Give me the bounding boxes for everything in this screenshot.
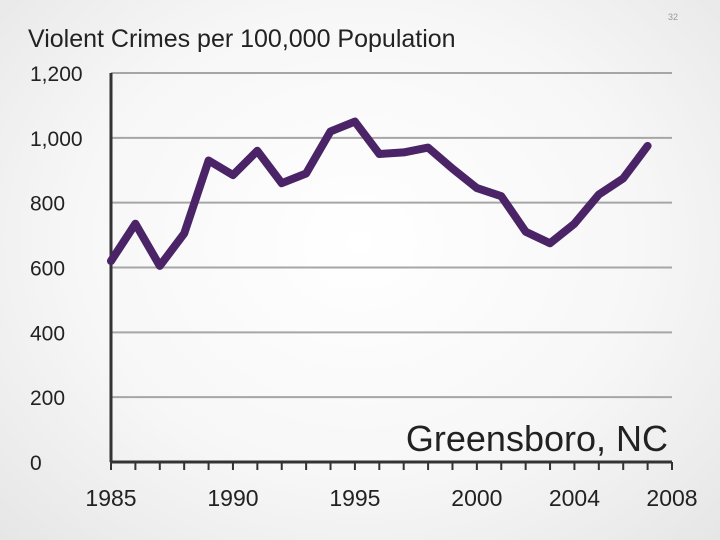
gridlines [111, 72, 672, 399]
x-tick-label: 2008 [646, 485, 697, 511]
x-tick-label: 2004 [549, 485, 600, 511]
series-line [107, 117, 652, 270]
x-tick-label: 1990 [207, 485, 258, 511]
y-tick-label: 200 [30, 387, 65, 410]
y-tick-label: 1,000 [30, 128, 83, 151]
series-layer [107, 117, 652, 270]
slide-number: 32 [668, 12, 679, 22]
y-tick-label: 0 [30, 452, 42, 475]
chart-title: Violent Crimes per 100,000 Population [28, 25, 456, 53]
chart-annotation: Greensboro, NC [406, 418, 668, 459]
x-axis-tick-labels: 1985 1990 1995 2000 2004 2008 [85, 485, 697, 511]
x-tick-label: 1995 [329, 485, 380, 511]
x-tick-label: 1985 [85, 485, 136, 511]
y-tick-label: 1,200 [30, 63, 83, 86]
axes [109, 73, 673, 470]
x-tick-label: 2000 [451, 485, 502, 511]
y-axis-tick-labels: 0 200 400 600 800 1,000 1,200 [30, 63, 83, 475]
y-tick-label: 800 [30, 193, 65, 216]
y-tick-label: 400 [30, 322, 65, 345]
y-tick-label: 600 [30, 258, 65, 281]
